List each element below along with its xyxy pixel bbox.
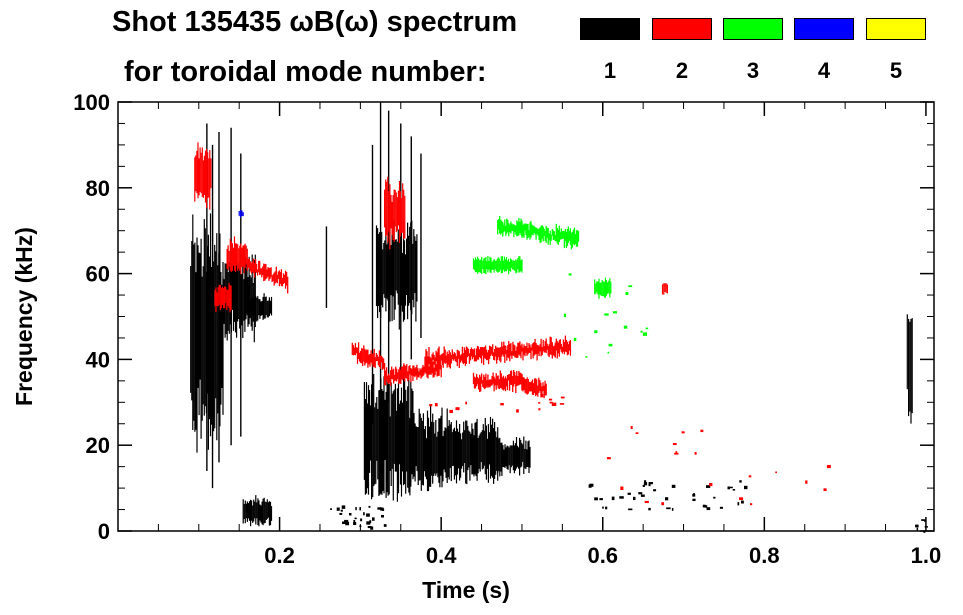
y-axis-label: Frequency (kHz)	[11, 227, 37, 406]
spectral-feature-mode-2	[472, 370, 523, 393]
legend-swatch-mode-1	[580, 18, 640, 40]
spectral-feature-mode-1	[375, 219, 418, 330]
x-tick-label: 1.0	[911, 543, 942, 568]
x-tick-label: 0.8	[749, 543, 780, 568]
axis-layer: 0 20 40 60 80 100 0.2 0.4 0.6 0.8 1.0	[73, 90, 941, 568]
spectral-feature-mode-2	[351, 342, 386, 370]
legend-swatch-mode-4	[794, 18, 854, 40]
noise-speckles	[330, 273, 928, 533]
spectral-feature-mode-1	[497, 436, 531, 477]
legend-swatch-mode-5	[866, 18, 926, 40]
y-tick-label: 80	[86, 176, 110, 201]
spectral-feature-mode-1	[246, 293, 273, 322]
spectral-feature-mode-2	[214, 283, 232, 313]
spectral-feature-mode-2	[424, 335, 572, 370]
legend-label-mode-4: 4	[817, 58, 831, 83]
y-tick-label: 40	[86, 347, 110, 372]
x-tick-label: 0.2	[264, 543, 295, 568]
spectral-feature-mode-1	[363, 371, 414, 502]
legend-label-mode-2: 2	[675, 58, 689, 83]
x-tick-label: 0.4	[426, 543, 457, 568]
spectral-feature-mode-1	[906, 314, 913, 424]
legend-swatch-mode-2	[652, 18, 712, 40]
spectral-feature-mode-3	[497, 216, 580, 250]
y-tick-label: 60	[86, 262, 110, 287]
spectral-feature-mode-2	[661, 283, 669, 295]
spectral-feature-mode-2	[246, 258, 289, 294]
spectral-feature-mode-1	[242, 495, 273, 527]
x-tick-label: 0.6	[587, 543, 618, 568]
spectral-feature-mode-1	[408, 406, 450, 496]
y-tick-label: 20	[86, 433, 110, 458]
legend-label-mode-5: 5	[889, 58, 903, 83]
chart-subtitle: for toroidal mode number:	[124, 56, 487, 88]
spectral-feature-mode-2	[226, 236, 248, 275]
chart-title: Shot 135435 ωB(ω) spectrum	[112, 6, 518, 38]
legend-label-mode-1: 1	[603, 58, 617, 83]
legend: 1 2 3 4 5	[580, 18, 928, 88]
spectral-feature-mode-1	[448, 416, 499, 485]
y-tick-label: 0	[98, 519, 110, 544]
spectral-feature-mode-2	[194, 142, 212, 210]
legend-label-mode-3: 3	[746, 58, 760, 83]
spectral-feature-mode-2	[521, 374, 547, 398]
x-axis-label: Time (s)	[422, 577, 510, 603]
y-tick-label: 100	[73, 90, 110, 115]
spectrum-layer	[190, 102, 928, 533]
spectral-feature-mode-4	[238, 209, 244, 218]
spectral-feature-mode-2	[384, 176, 406, 250]
legend-swatch-mode-3	[723, 18, 783, 40]
spectral-feature-mode-3	[472, 256, 523, 275]
spectral-feature-mode-3	[594, 277, 612, 299]
